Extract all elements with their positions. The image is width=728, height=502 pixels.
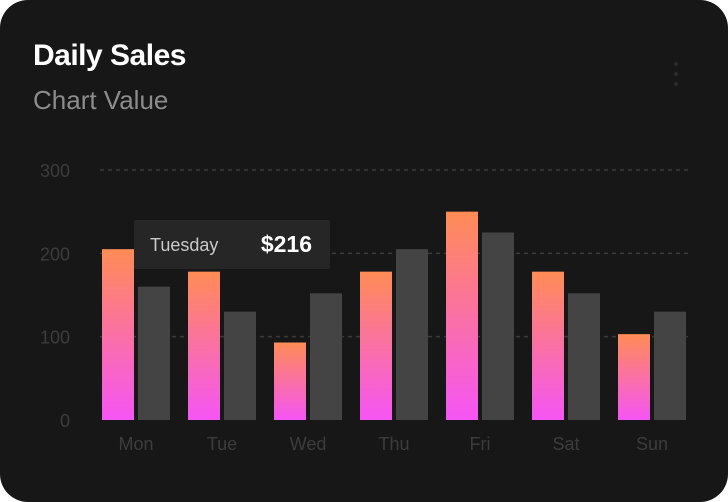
bar-secondary[interactable]	[654, 311, 686, 420]
bar-primary[interactable]	[188, 271, 220, 420]
x-tick-label: Sat	[552, 434, 579, 454]
bar-primary[interactable]	[446, 211, 478, 420]
bar-primary[interactable]	[102, 249, 134, 420]
x-tick-label: Tue	[207, 434, 237, 454]
y-tick-label: 300	[40, 161, 70, 181]
bar-secondary[interactable]	[482, 232, 514, 421]
x-axis: Mon Tue Wed Thu Fri Sat Sun	[118, 434, 668, 454]
x-tick-label: Mon	[118, 434, 153, 454]
bars	[102, 211, 686, 421]
bar-tooltip: Tuesday $216	[134, 220, 330, 269]
bar-secondary[interactable]	[568, 293, 600, 420]
y-tick-label: 100	[40, 328, 70, 348]
bar-secondary[interactable]	[224, 311, 256, 420]
y-tick-label: 0	[60, 411, 70, 431]
card-subtitle: Chart Value	[33, 85, 169, 115]
y-axis: 0 100 200 300	[40, 161, 70, 431]
bar-secondary[interactable]	[138, 286, 170, 420]
card-title: Daily Sales	[33, 39, 186, 72]
menu-dot	[674, 82, 678, 86]
bar-primary[interactable]	[618, 334, 650, 420]
x-tick-label: Sun	[636, 434, 668, 454]
x-tick-label: Thu	[378, 434, 409, 454]
bar-primary[interactable]	[274, 342, 306, 421]
menu-dot	[674, 62, 678, 66]
bar-secondary[interactable]	[310, 293, 342, 420]
bar-secondary[interactable]	[396, 249, 428, 420]
x-tick-label: Fri	[470, 434, 491, 454]
menu-dot	[674, 72, 678, 76]
x-tick-label: Wed	[290, 434, 327, 454]
bar-primary[interactable]	[360, 271, 392, 420]
bar-primary[interactable]	[532, 271, 564, 420]
more-options-button[interactable]	[664, 56, 688, 92]
tooltip-label: Tuesday	[150, 235, 219, 255]
tooltip-value: $216	[260, 231, 312, 257]
y-tick-label: 200	[40, 244, 70, 264]
